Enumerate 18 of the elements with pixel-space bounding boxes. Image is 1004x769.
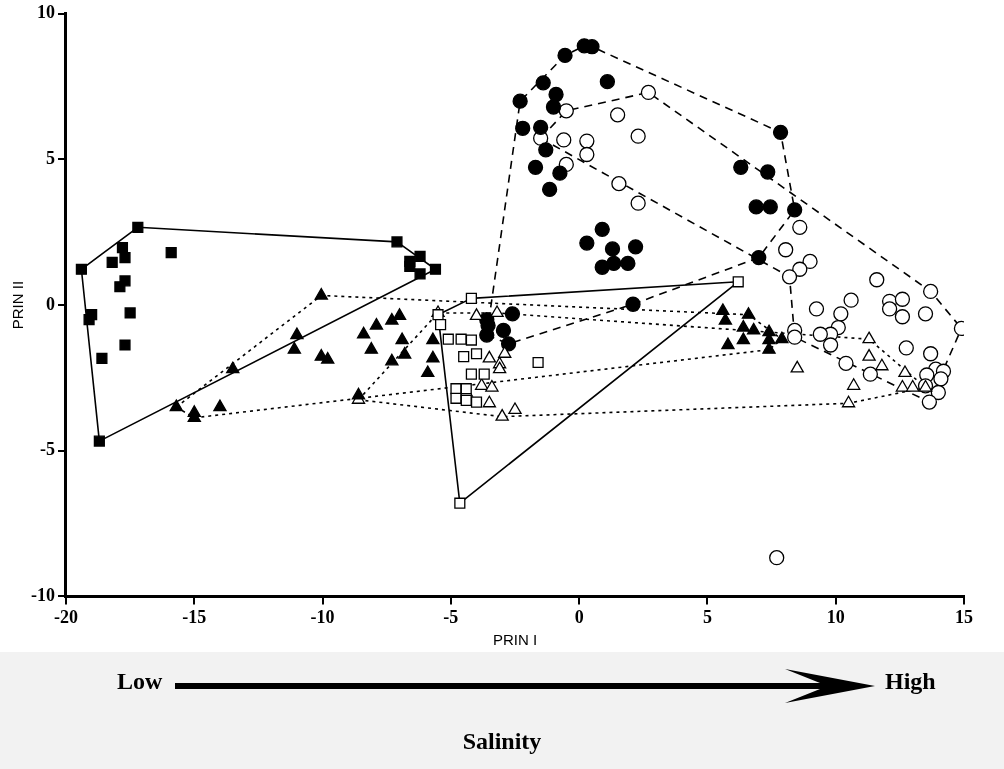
x-tick-label: 10 (826, 606, 845, 627)
x-tick-label: 15 (955, 606, 973, 627)
x-axis-title: PRIN I (492, 631, 538, 649)
y-axis-title: PRIN II (9, 280, 27, 330)
text: High (885, 668, 936, 695)
y-tick-label: -10 (30, 585, 55, 606)
text: Low (117, 668, 163, 695)
y-tick-label: 10 (36, 2, 55, 23)
x-tick-label: -20 (53, 606, 78, 627)
x-tick-label: -15 (182, 606, 207, 627)
y-tick-label: -5 (39, 439, 55, 460)
x-tick-label: -10 (310, 606, 335, 627)
y-tick-label: 5 (45, 148, 55, 169)
x-tick-label: 5 (702, 606, 712, 627)
x-tick-label: -5 (443, 606, 459, 627)
text: Salinity (461, 728, 543, 755)
x-tick-label: 0 (574, 606, 584, 627)
y-tick-label: 0 (45, 293, 55, 314)
